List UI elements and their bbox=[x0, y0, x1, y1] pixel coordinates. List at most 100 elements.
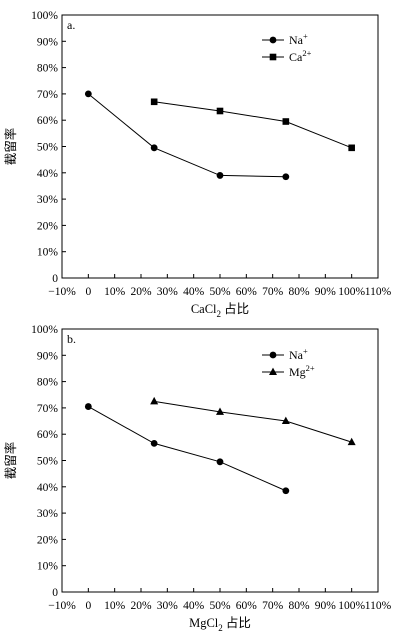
x-tick-label: 110% bbox=[365, 286, 392, 298]
data-point bbox=[282, 118, 290, 125]
data-point bbox=[281, 416, 290, 425]
data-point bbox=[150, 144, 158, 152]
legend-entry: Na+ bbox=[262, 346, 308, 362]
y-tick-label: 40% bbox=[37, 482, 59, 494]
x-tick-label: 100% bbox=[338, 286, 365, 298]
legend-label-name: Mg bbox=[289, 365, 306, 379]
y-axis-title: 截留率 bbox=[3, 442, 18, 480]
series-na bbox=[84, 403, 290, 495]
series-mg bbox=[150, 396, 356, 446]
y-tick-label: 100% bbox=[31, 10, 58, 22]
data-point bbox=[84, 90, 92, 98]
x-tick-label: 80% bbox=[288, 286, 310, 298]
x-axis-title: MgCl2 占比 bbox=[189, 615, 251, 633]
legend-marker bbox=[269, 351, 277, 359]
x-tick-label: 30% bbox=[157, 286, 179, 298]
x-tick-label: 20% bbox=[130, 286, 152, 298]
plot-frame bbox=[61, 14, 379, 279]
series-line bbox=[154, 101, 352, 149]
x-tick-label: −10% bbox=[48, 286, 76, 298]
x-tick-label: 10% bbox=[104, 600, 126, 612]
series-line bbox=[154, 400, 352, 443]
y-tick-label: 0 bbox=[52, 273, 58, 285]
legend-marker bbox=[269, 53, 277, 61]
legend-entry: Mg2+ bbox=[262, 363, 315, 379]
data-point bbox=[216, 407, 224, 415]
y-tick-label: 40% bbox=[37, 168, 59, 180]
x-axis-title-suffix: 占比 bbox=[221, 301, 249, 316]
x-axis-title: CaCl2 占比 bbox=[191, 301, 249, 319]
legend-marker bbox=[269, 367, 277, 375]
data-point bbox=[84, 403, 92, 410]
x-tick-label: 10% bbox=[104, 286, 126, 298]
x-tick-label: 100% bbox=[338, 600, 365, 612]
legend-label-superscript: 2+ bbox=[306, 363, 315, 373]
x-axis-title-main: CaCl bbox=[191, 302, 217, 316]
legend-label-superscript: + bbox=[303, 31, 308, 41]
data-point bbox=[282, 487, 290, 495]
y-tick-label: 0 bbox=[52, 587, 58, 599]
x-axis-title-subscript: 2 bbox=[218, 623, 223, 633]
panel-label: b. bbox=[67, 332, 76, 346]
data-point bbox=[348, 144, 355, 152]
legend-label: Na+ bbox=[289, 346, 308, 362]
x-tick-label: 60% bbox=[236, 286, 258, 298]
x-tick-label: 90% bbox=[315, 600, 337, 612]
x-axis-title-suffix: 占比 bbox=[223, 615, 251, 630]
y-tick-label: 90% bbox=[37, 36, 59, 48]
y-tick-label: 20% bbox=[37, 220, 59, 232]
y-tick-label: 70% bbox=[37, 89, 59, 101]
legend-marker bbox=[269, 36, 277, 44]
y-tick-label: 30% bbox=[37, 508, 59, 520]
x-tick-label: 90% bbox=[315, 286, 337, 298]
legend-label-superscript: + bbox=[303, 346, 308, 356]
x-tick-label: 0 bbox=[85, 286, 91, 298]
x-tick-label: 40% bbox=[183, 600, 205, 612]
x-tick-label: 20% bbox=[130, 600, 152, 612]
data-point bbox=[150, 440, 158, 447]
legend-label-superscript: 2+ bbox=[302, 48, 311, 58]
x-tick-label: 30% bbox=[157, 600, 179, 612]
y-tick-label: 10% bbox=[37, 561, 59, 573]
data-point bbox=[347, 437, 356, 446]
y-axis-title: 截留率 bbox=[3, 128, 18, 166]
x-tick-label: 60% bbox=[236, 600, 258, 612]
y-tick-label: 80% bbox=[37, 377, 59, 389]
y-tick-label: 50% bbox=[37, 142, 59, 154]
y-tick-label: 90% bbox=[37, 350, 59, 362]
y-tick-label: 100% bbox=[31, 324, 58, 336]
series-line bbox=[88, 93, 286, 178]
y-tick-label: 70% bbox=[37, 403, 59, 415]
legend-entry: Ca2+ bbox=[262, 48, 312, 64]
data-point bbox=[216, 172, 224, 179]
data-point bbox=[216, 107, 224, 115]
legend-entry: Na+ bbox=[262, 31, 308, 47]
y-tick-label: 80% bbox=[37, 63, 59, 75]
series-ca bbox=[150, 98, 355, 152]
x-tick-label: 50% bbox=[209, 286, 231, 298]
x-tick-label: 110% bbox=[365, 600, 392, 612]
data-point bbox=[150, 98, 158, 106]
legend-label-name: Na bbox=[289, 348, 304, 362]
x-tick-label: 70% bbox=[262, 286, 284, 298]
y-tick-label: 50% bbox=[37, 456, 59, 468]
x-axis-title-subscript: 2 bbox=[217, 309, 222, 319]
legend-label: Na+ bbox=[289, 31, 308, 47]
y-tick-label: 30% bbox=[37, 194, 59, 206]
legend-label: Mg2+ bbox=[289, 363, 315, 379]
data-point bbox=[282, 173, 290, 181]
y-tick-label: 20% bbox=[37, 534, 59, 546]
chart-panel-a: 010%20%30%40%50%60%70%80%90%100%−10% 0 10%… bbox=[3, 10, 392, 319]
y-tick-label: 10% bbox=[37, 247, 59, 259]
panel-label: a. bbox=[67, 18, 75, 32]
x-tick-label: 50% bbox=[209, 600, 231, 612]
data-point bbox=[150, 396, 159, 405]
x-tick-label: 80% bbox=[288, 600, 310, 612]
x-axis-title-main: MgCl bbox=[189, 616, 219, 630]
chart-panel-b: 010%20%30%40%50%60%70%80%90%100%−10% 0 10%… bbox=[3, 324, 392, 633]
legend-label: Ca2+ bbox=[289, 48, 312, 64]
y-tick-label: 60% bbox=[37, 115, 59, 127]
x-tick-label: 40% bbox=[183, 286, 205, 298]
x-tick-label: −10% bbox=[48, 600, 76, 612]
